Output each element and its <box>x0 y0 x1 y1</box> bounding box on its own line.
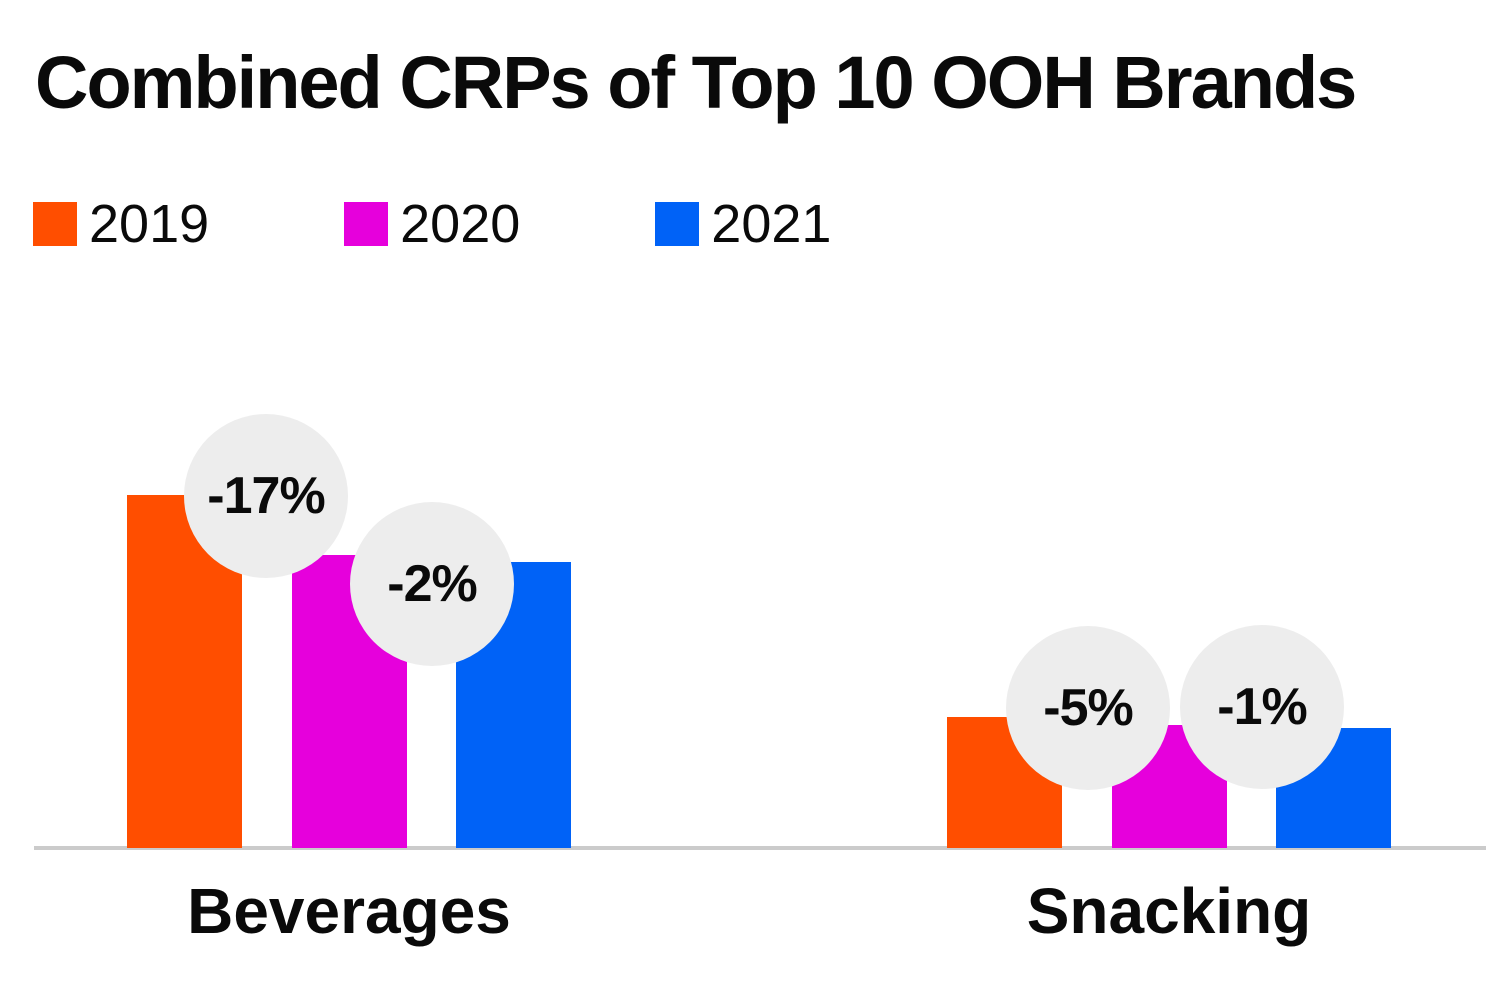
legend-label-2020: 2020 <box>400 194 521 254</box>
legend-swatch-2019 <box>33 202 77 246</box>
legend-label-2021: 2021 <box>711 194 832 254</box>
legend-swatch-2020 <box>344 202 389 246</box>
category-label-snacking: Snacking <box>1026 875 1312 947</box>
change-badge-snacking-2020: -5% <box>1006 626 1170 790</box>
chart-title: Combined CRPs of Top 10 OOH Brands <box>35 41 1357 124</box>
bar-group-snacking <box>947 448 1393 848</box>
legend: 2019 2020 2021 <box>33 197 831 251</box>
legend-item-2020: 2020 <box>344 197 520 251</box>
legend-label-2019: 2019 <box>89 194 210 254</box>
bar-group-beverages <box>127 448 573 848</box>
legend-item-2021: 2021 <box>655 197 831 251</box>
change-badge-beverages-2020: -17% <box>184 414 348 578</box>
x-axis-line <box>34 846 1486 850</box>
legend-item-2019: 2019 <box>33 197 209 251</box>
change-badge-beverages-2021: -2% <box>350 502 514 666</box>
legend-swatch-2021 <box>655 202 700 246</box>
category-label-beverages: Beverages <box>187 875 511 947</box>
change-badge-snacking-2021: -1% <box>1180 625 1344 789</box>
